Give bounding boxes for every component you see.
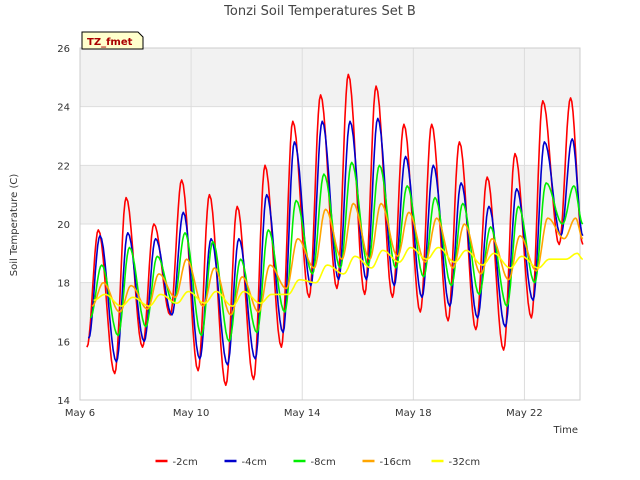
x-tick-label: May 10	[173, 408, 210, 419]
legend-item: -2cm	[155, 457, 198, 468]
series-line-32cmcm-line	[93, 246, 583, 307]
legend-label: -16cm	[380, 457, 412, 468]
legend-label: -8cm	[311, 457, 336, 468]
chart-title: Tonzi Soil Temperatures Set B	[223, 4, 416, 19]
y-tick-label: 22	[57, 161, 70, 172]
legend: -2cm -4cm -8cm -16cm -32cm	[155, 457, 481, 468]
tz-badge: TZ_fmet	[81, 31, 144, 50]
legend-item: -16cm	[362, 457, 412, 468]
x-tick-label: May 14	[284, 408, 321, 419]
series-line-4cmcm-line	[87, 117, 584, 366]
y-axis-label: Soil Temperature (C)	[9, 174, 20, 277]
x-axis-ticks: May 6 May 10 May 14 May 18 May 22	[65, 408, 543, 419]
y-tick-label: 24	[57, 103, 70, 114]
legend-label: -2cm	[173, 457, 198, 468]
x-tick-label: May 18	[395, 408, 432, 419]
legend-item: -8cm	[293, 457, 336, 468]
series-line-16cmcm-line	[91, 202, 584, 316]
legend-label: -32cm	[449, 457, 481, 468]
y-axis-ticks: 14 16 18 20 22 24 26	[57, 44, 70, 407]
plot-band	[80, 48, 580, 107]
y-tick-label: 18	[57, 279, 70, 290]
tz-badge-text: TZ_fmet	[87, 37, 133, 48]
x-tick-label: May 6	[65, 408, 95, 419]
y-tick-label: 14	[57, 396, 70, 407]
legend-label: -4cm	[242, 457, 267, 468]
series-layer	[86, 73, 584, 387]
x-tick-label: May 22	[506, 408, 543, 419]
x-axis-label: Time	[553, 425, 578, 436]
y-tick-label: 26	[57, 44, 70, 55]
y-tick-label: 16	[57, 337, 70, 348]
legend-item: -4cm	[224, 457, 267, 468]
plot-band	[80, 282, 580, 342]
tz-badge-box	[81, 31, 144, 50]
legend-item: -32cm	[431, 457, 481, 468]
y-tick-label: 20	[57, 220, 70, 231]
series-line-2cmcm-line	[86, 73, 584, 387]
